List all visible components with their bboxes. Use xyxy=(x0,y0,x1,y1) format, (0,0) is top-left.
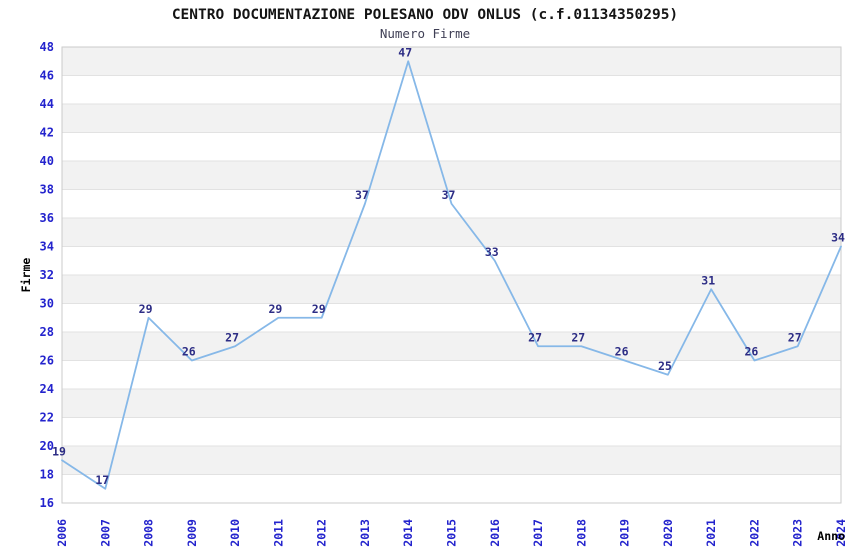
data-label: 37 xyxy=(355,188,369,202)
x-tick-label: 2010 xyxy=(228,519,242,547)
x-tick-label: 2014 xyxy=(401,519,415,547)
plot-frame xyxy=(61,46,842,504)
y-tick-label: 20 xyxy=(40,439,54,453)
data-label: 25 xyxy=(658,359,672,373)
data-label: 31 xyxy=(701,273,715,287)
band xyxy=(62,47,841,76)
x-tick-label: 2016 xyxy=(488,519,502,547)
y-axis-labels: 16 18 20 22 24 26 28 30 32 34 36 38 40 42 44 46 48 xyxy=(40,40,54,510)
x-tick-label: 2007 xyxy=(98,519,112,547)
band xyxy=(62,275,841,304)
data-label: 26 xyxy=(615,345,629,359)
y-axis-title: Firme xyxy=(19,258,33,293)
y-tick-label: 30 xyxy=(40,297,54,311)
x-tick-label: 2024 xyxy=(834,519,848,547)
data-label: 33 xyxy=(485,245,499,259)
data-label: 26 xyxy=(182,345,196,359)
band xyxy=(62,389,841,418)
data-label: 29 xyxy=(312,302,326,316)
x-tick-label: 2017 xyxy=(531,519,545,547)
y-tick-label: 18 xyxy=(40,468,54,482)
y-tick-label: 46 xyxy=(40,69,54,83)
x-tick-label: 2009 xyxy=(185,519,199,547)
data-label: 29 xyxy=(139,302,153,316)
data-label: 17 xyxy=(95,473,109,487)
chart-subtitle: Numero Firme xyxy=(380,26,470,41)
x-tick-label: 2023 xyxy=(791,519,805,547)
x-axis-title: Anno xyxy=(817,529,845,543)
data-label: 37 xyxy=(442,188,456,202)
y-tick-label: 38 xyxy=(40,183,54,197)
data-label: 47 xyxy=(398,45,412,59)
x-tick-label: 2018 xyxy=(574,519,588,547)
x-axis-title: Anno xyxy=(817,529,845,543)
x-tick-label: 2008 xyxy=(142,519,156,547)
data-label: 19 xyxy=(52,444,66,458)
chart-title: CENTRO DOCUMENTAZIONE POLESANO ODV ONLUS… xyxy=(172,7,678,23)
y-tick-label: 36 xyxy=(40,211,54,225)
x-tick-label: 2015 xyxy=(445,519,459,547)
band xyxy=(62,161,841,190)
x-tick-label: 2012 xyxy=(315,519,329,547)
x-axis-labels: 2006 2007 2008 2009 2010 2011 2012 2013 2014 2015… xyxy=(55,519,848,547)
x-tick-label: 2019 xyxy=(618,519,632,547)
y-axis-title: Firme xyxy=(19,258,33,293)
x-tick-label: 2022 xyxy=(747,519,761,547)
data-label: 34 xyxy=(831,231,845,245)
y-tick-label: 42 xyxy=(40,126,54,140)
x-tick-label: 2020 xyxy=(661,519,675,547)
band xyxy=(62,218,841,247)
y-tick-label: 22 xyxy=(40,411,54,425)
y-tick-label: 16 xyxy=(40,496,54,510)
x-tick-label: 2013 xyxy=(358,519,372,547)
data-line-numero-firme xyxy=(61,60,842,490)
data-label: 26 xyxy=(744,345,758,359)
data-label: 27 xyxy=(788,330,802,344)
plot-bands xyxy=(62,47,841,475)
y-tick-label: 32 xyxy=(40,268,54,282)
plot-border xyxy=(61,46,842,504)
band xyxy=(62,104,841,133)
y-tick-label: 34 xyxy=(40,240,54,254)
band xyxy=(62,332,841,361)
data-label: 27 xyxy=(528,330,542,344)
band xyxy=(62,446,841,475)
y-tick-label: 48 xyxy=(40,40,54,54)
y-tick-label: 28 xyxy=(40,325,54,339)
data-label: 29 xyxy=(268,302,282,316)
x-tick-label: 2011 xyxy=(271,519,285,547)
x-tick-label: 2006 xyxy=(55,519,69,547)
data-label: 27 xyxy=(225,330,239,344)
data-series xyxy=(61,60,842,490)
y-tick-label: 26 xyxy=(40,354,54,368)
y-tick-label: 44 xyxy=(40,97,54,111)
data-label: 27 xyxy=(571,330,585,344)
data-labels: 19 17 29 26 27 29 29 37 47 37 33 27 27 26 25 31 26 27 34 xyxy=(52,45,845,487)
y-tick-label: 40 xyxy=(40,154,54,168)
x-tick-label: 2021 xyxy=(704,519,718,547)
y-tick-label: 24 xyxy=(40,382,54,396)
